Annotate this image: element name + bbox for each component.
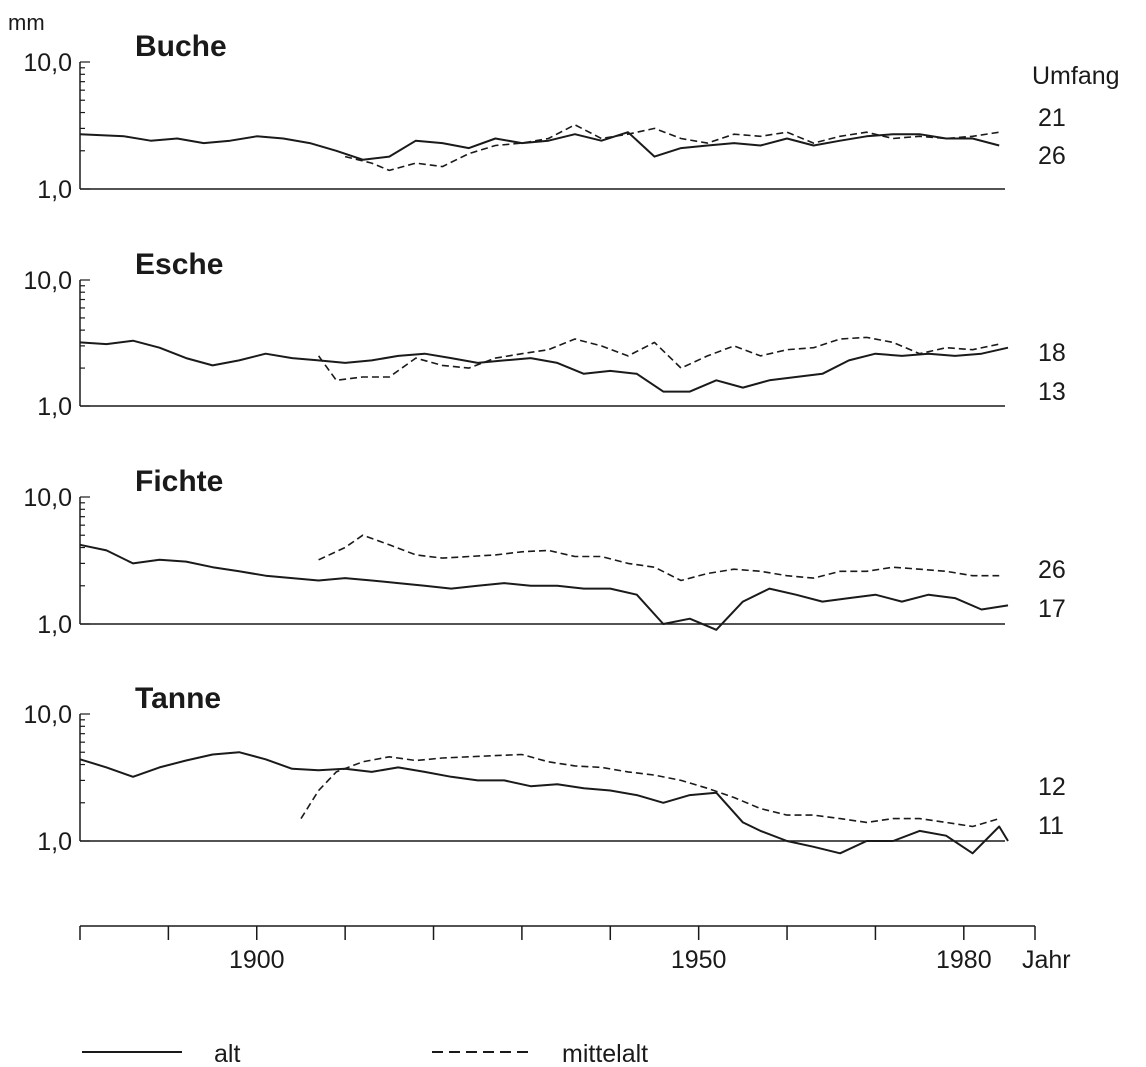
y-tick-label-bottom: 1,0 xyxy=(37,176,72,204)
legend-label: mittelalt xyxy=(562,1040,648,1067)
umfang-value: 26 xyxy=(1038,142,1066,170)
y-tick-label-bottom: 1,0 xyxy=(37,393,72,421)
series-line-alt xyxy=(79,339,1009,393)
panel-title: Esche xyxy=(135,248,223,281)
panel-title: Tanne xyxy=(135,682,221,715)
umfang-value: 21 xyxy=(1038,104,1066,132)
umfang-header: Umfang xyxy=(1032,62,1120,90)
umfang-value: 13 xyxy=(1038,378,1066,406)
umfang-value: 12 xyxy=(1038,773,1066,801)
y-tick-label-bottom: 1,0 xyxy=(37,611,72,639)
series-line-mittelalt xyxy=(300,753,1000,828)
y-tick-label-bottom: 1,0 xyxy=(37,828,72,856)
panel-fichte: 10,0 1,0 Fichte 26 17 xyxy=(23,465,1065,639)
y-tick-label-top: 10,0 xyxy=(23,267,72,295)
legend-label: alt xyxy=(214,1040,240,1067)
series-line-alt xyxy=(79,131,1000,161)
umfang-value: 17 xyxy=(1038,595,1066,623)
panel-tanne: 10,0 1,0 Tanne 12 11 xyxy=(23,682,1065,856)
series-line-mittelalt xyxy=(344,124,1000,172)
series-line-mittelalt xyxy=(317,336,1000,382)
umfang-value: 11 xyxy=(1038,812,1064,840)
panel-esche: 10,0 1,0 Esche 18 13 xyxy=(23,248,1065,421)
panel-title: Fichte xyxy=(135,465,223,498)
y-tick-label-top: 10,0 xyxy=(23,701,72,729)
panel-title: Buche xyxy=(135,30,227,63)
y-tick-label-top: 10,0 xyxy=(23,484,72,512)
umfang-value: 18 xyxy=(1038,339,1066,367)
x-tick-label: 1980 xyxy=(936,946,992,974)
series-line-alt xyxy=(79,751,1009,855)
x-tick-label: 1900 xyxy=(229,946,285,974)
y-unit-label: mm xyxy=(8,10,45,35)
legend: alt mittelalt xyxy=(82,1040,648,1067)
y-tick-label-top: 10,0 xyxy=(23,49,72,77)
panel-buche: 10,0 1,0 Buche 21 26 xyxy=(23,30,1065,204)
x-tick-label: 1950 xyxy=(671,946,727,974)
series-line-alt xyxy=(79,543,1009,631)
series-line-mittelalt xyxy=(318,534,1000,582)
umfang-value: 26 xyxy=(1038,556,1066,584)
x-axis-label: Jahr xyxy=(1022,946,1071,974)
